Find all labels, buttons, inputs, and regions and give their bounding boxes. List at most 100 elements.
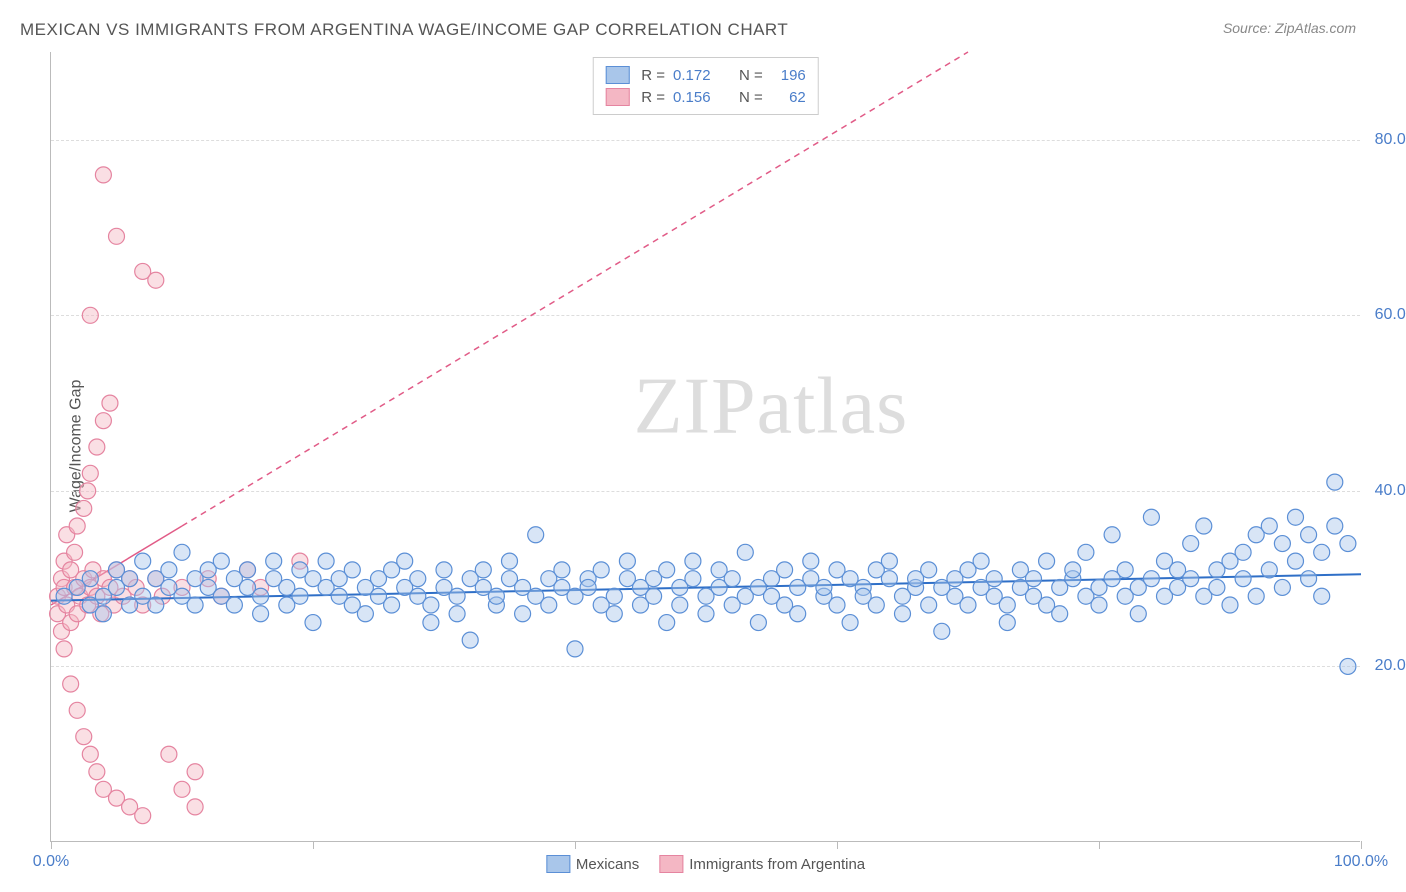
- data-point: [82, 746, 98, 762]
- data-point: [829, 597, 845, 613]
- data-point: [1301, 527, 1317, 543]
- data-point: [1078, 544, 1094, 560]
- data-point: [842, 615, 858, 631]
- x-tick-label: 0.0%: [33, 853, 69, 871]
- data-point: [95, 167, 111, 183]
- data-point: [449, 606, 465, 622]
- plot-area: ZIPatlas R =0.172 N =196 R =0.156 N =62 …: [50, 52, 1360, 842]
- y-tick-label: 40.0%: [1375, 482, 1406, 500]
- data-point: [76, 500, 92, 516]
- data-point: [89, 764, 105, 780]
- data-point: [1248, 588, 1264, 604]
- data-point: [724, 571, 740, 587]
- data-point: [174, 781, 190, 797]
- y-tick-label: 80.0%: [1375, 131, 1406, 149]
- data-point: [187, 764, 203, 780]
- data-point: [895, 606, 911, 622]
- data-point: [1314, 588, 1330, 604]
- data-point: [921, 597, 937, 613]
- data-point: [148, 597, 164, 613]
- data-point: [1130, 606, 1146, 622]
- data-point: [580, 579, 596, 595]
- data-point: [1235, 544, 1251, 560]
- data-point: [659, 615, 675, 631]
- data-point: [816, 579, 832, 595]
- data-point: [685, 553, 701, 569]
- data-point: [986, 571, 1002, 587]
- data-point: [76, 729, 92, 745]
- data-point: [82, 307, 98, 323]
- source-attribution: Source: ZipAtlas.com: [1223, 20, 1356, 36]
- data-point: [213, 553, 229, 569]
- data-point: [737, 544, 753, 560]
- data-point: [240, 562, 256, 578]
- data-point: [698, 606, 714, 622]
- data-point: [1340, 658, 1356, 674]
- data-point: [305, 615, 321, 631]
- data-point: [436, 562, 452, 578]
- data-point: [1183, 571, 1199, 587]
- data-point: [226, 597, 242, 613]
- data-point: [1026, 571, 1042, 587]
- data-point: [515, 606, 531, 622]
- data-point: [148, 272, 164, 288]
- y-tick-label: 20.0%: [1375, 657, 1406, 675]
- data-point: [921, 562, 937, 578]
- data-point: [960, 597, 976, 613]
- data-point: [423, 615, 439, 631]
- data-point: [174, 544, 190, 560]
- data-point: [672, 597, 688, 613]
- data-point: [999, 615, 1015, 631]
- data-point: [161, 746, 177, 762]
- data-point: [1104, 527, 1120, 543]
- data-point: [475, 562, 491, 578]
- legend-row-mexicans: R =0.172 N =196: [605, 64, 806, 86]
- data-point: [109, 228, 125, 244]
- data-point: [135, 553, 151, 569]
- data-point: [619, 553, 635, 569]
- data-point: [1065, 562, 1081, 578]
- data-point: [67, 544, 83, 560]
- correlation-legend: R =0.172 N =196 R =0.156 N =62: [592, 57, 819, 115]
- data-point: [410, 571, 426, 587]
- data-point: [606, 588, 622, 604]
- data-point: [593, 562, 609, 578]
- data-point: [881, 571, 897, 587]
- data-point: [541, 597, 557, 613]
- data-point: [82, 571, 98, 587]
- data-point: [253, 588, 269, 604]
- data-point: [685, 571, 701, 587]
- legend-swatch-pink: [659, 855, 683, 873]
- data-point: [1327, 474, 1343, 490]
- data-point: [1143, 509, 1159, 525]
- y-tick-label: 60.0%: [1375, 306, 1406, 324]
- data-point: [82, 465, 98, 481]
- data-point: [449, 588, 465, 604]
- data-point: [462, 632, 478, 648]
- data-point: [1327, 518, 1343, 534]
- data-point: [56, 641, 72, 657]
- data-point: [318, 553, 334, 569]
- data-point: [253, 606, 269, 622]
- data-point: [554, 562, 570, 578]
- data-point: [528, 527, 544, 543]
- chart-title: MEXICAN VS IMMIGRANTS FROM ARGENTINA WAG…: [20, 20, 788, 40]
- data-point: [102, 395, 118, 411]
- data-point: [357, 606, 373, 622]
- data-point: [266, 553, 282, 569]
- data-point: [1183, 536, 1199, 552]
- data-point: [1222, 597, 1238, 613]
- data-point: [1288, 553, 1304, 569]
- legend-swatch-pink: [605, 88, 629, 106]
- data-point: [161, 562, 177, 578]
- data-point: [1091, 597, 1107, 613]
- legend-item-argentina: Immigrants from Argentina: [659, 855, 865, 873]
- data-point: [1235, 571, 1251, 587]
- series-legend: Mexicans Immigrants from Argentina: [546, 855, 865, 873]
- data-point: [1143, 571, 1159, 587]
- x-tick-label: 100.0%: [1334, 853, 1388, 871]
- data-point: [999, 597, 1015, 613]
- data-point: [1261, 518, 1277, 534]
- data-point: [1274, 536, 1290, 552]
- data-point: [934, 623, 950, 639]
